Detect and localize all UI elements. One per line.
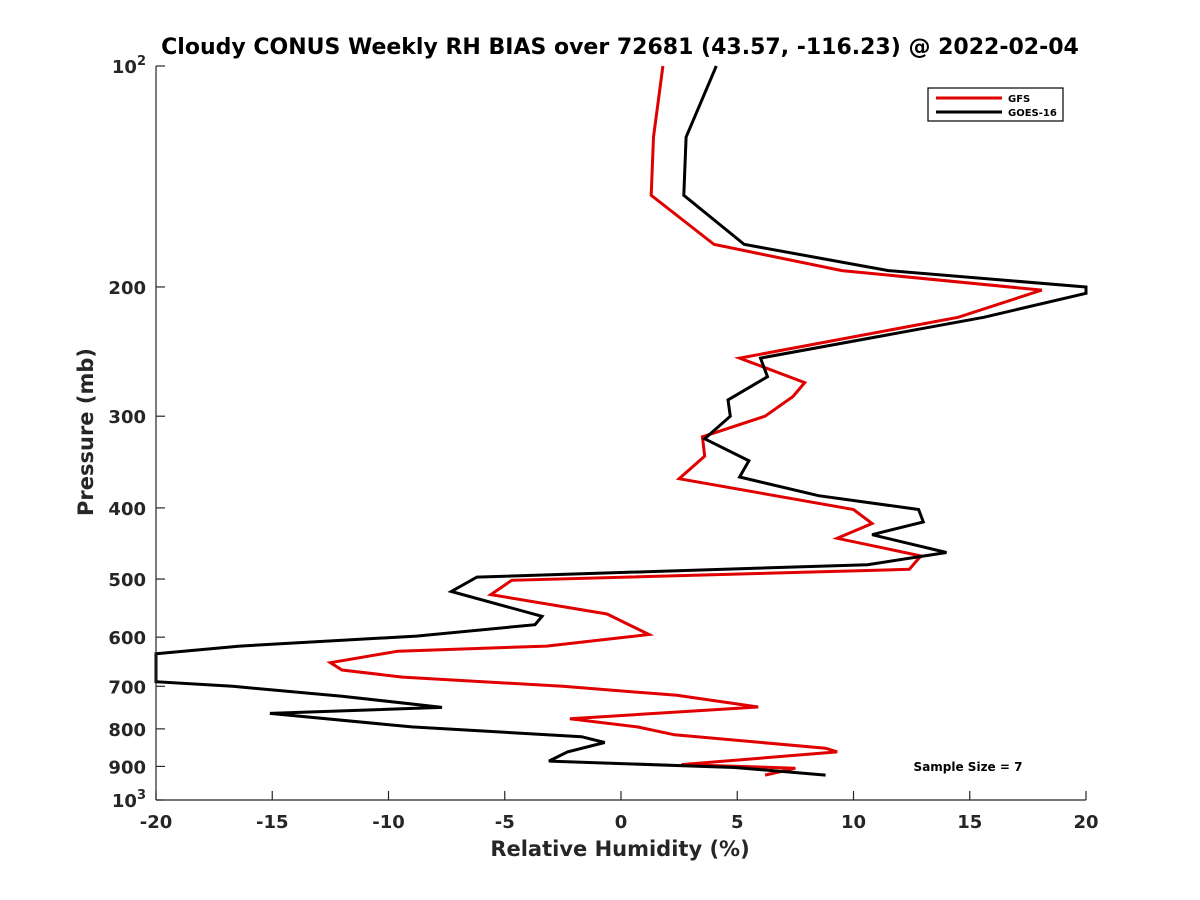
y-tick-label: 600: [108, 628, 146, 649]
x-tick-label: -15: [256, 812, 289, 833]
ticks-layer: -20 -15 -10 -5 0 5 10 15 20 102 200 300 400 500 600 700…: [108, 54, 1098, 833]
x-axis-label: Relative Humidity (%): [490, 837, 749, 861]
legend-label: GOES-16: [1008, 108, 1057, 119]
legend-box: [927, 87, 1064, 122]
series-layer: [154, 65, 1088, 777]
y-tick-label: 103: [112, 788, 146, 812]
chart-title: Cloudy CONUS Weekly RH BIAS over 72681 (…: [161, 35, 1079, 60]
series-line-gfs: [326, 65, 1043, 777]
y-tick-label: 700: [108, 677, 146, 698]
plot-area: [156, 66, 1086, 800]
series-line-goes-16: [154, 65, 1088, 777]
x-tick-label: -20: [140, 812, 173, 833]
x-tick-label: 20: [1073, 812, 1098, 833]
x-tick-label: -10: [372, 812, 405, 833]
x-tick-label: 5: [731, 812, 744, 833]
x-tick-label: -5: [495, 812, 515, 833]
y-tick-label: 800: [108, 720, 146, 741]
x-tick-label: 15: [957, 812, 982, 833]
y-tick-label: 500: [108, 570, 146, 591]
y-axis-label: Pressure (mb): [74, 348, 98, 516]
sample-size-annotation: Sample Size = 7: [914, 760, 1023, 774]
legend-label: GFS: [1008, 94, 1030, 105]
y-tick-label: 200: [108, 278, 146, 299]
y-tick-label: 900: [108, 757, 146, 778]
legend: GFS GOES-16: [927, 87, 1064, 122]
y-tick-label: 102: [112, 54, 146, 78]
x-tick-label: 0: [615, 812, 628, 833]
y-tick-label: 400: [108, 499, 146, 520]
x-tick-label: 10: [841, 812, 866, 833]
y-tick-label: 300: [108, 407, 146, 428]
plot-background: [156, 66, 1086, 800]
